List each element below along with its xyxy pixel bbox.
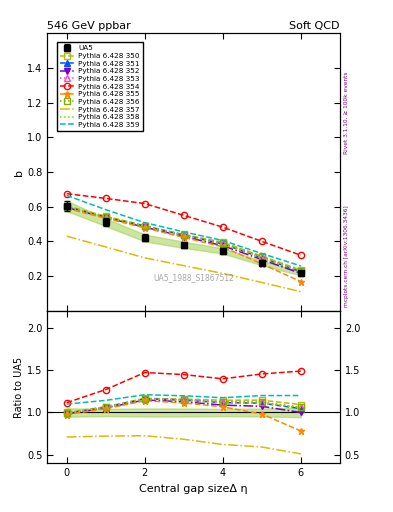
Line: Pythia 6.428 359: Pythia 6.428 359 bbox=[67, 196, 301, 266]
Pythia 6.428 359 bbox=[103, 206, 108, 212]
Pythia 6.428 356 bbox=[142, 223, 147, 229]
Pythia 6.428 358 bbox=[220, 241, 225, 247]
Pythia 6.428 350 bbox=[64, 203, 69, 209]
Line: Pythia 6.428 354: Pythia 6.428 354 bbox=[64, 190, 304, 259]
Pythia 6.428 359 bbox=[259, 250, 264, 257]
Pythia 6.428 358 bbox=[64, 204, 69, 210]
Pythia 6.428 355 bbox=[182, 234, 186, 241]
Pythia 6.428 355 bbox=[142, 225, 147, 231]
Line: Pythia 6.428 351: Pythia 6.428 351 bbox=[64, 204, 304, 275]
Pythia 6.428 353 bbox=[142, 223, 147, 229]
Pythia 6.428 357 bbox=[103, 244, 108, 250]
Text: UA5_1988_S1867512: UA5_1988_S1867512 bbox=[153, 273, 234, 282]
Pythia 6.428 350 bbox=[299, 267, 303, 273]
Y-axis label: b: b bbox=[14, 168, 24, 176]
Text: Rivet 3.1.10, ≥ 100k events: Rivet 3.1.10, ≥ 100k events bbox=[344, 71, 349, 154]
Pythia 6.428 353 bbox=[220, 241, 225, 247]
Pythia 6.428 359 bbox=[299, 263, 303, 269]
Pythia 6.428 358 bbox=[259, 255, 264, 261]
Pythia 6.428 352 bbox=[64, 204, 69, 210]
Pythia 6.428 352 bbox=[182, 233, 186, 240]
Pythia 6.428 357 bbox=[299, 289, 303, 295]
Pythia 6.428 356 bbox=[259, 254, 264, 261]
Pythia 6.428 354 bbox=[299, 252, 303, 259]
Text: 546 GeV ppbar: 546 GeV ppbar bbox=[47, 21, 131, 31]
Line: Pythia 6.428 353: Pythia 6.428 353 bbox=[64, 204, 304, 274]
Pythia 6.428 353 bbox=[299, 268, 303, 274]
Pythia 6.428 354 bbox=[182, 212, 186, 219]
Pythia 6.428 350 bbox=[142, 223, 147, 229]
Pythia 6.428 354 bbox=[259, 238, 264, 244]
Line: Pythia 6.428 358: Pythia 6.428 358 bbox=[67, 207, 301, 271]
Pythia 6.428 355 bbox=[220, 244, 225, 250]
Pythia 6.428 350 bbox=[220, 239, 225, 245]
Pythia 6.428 359 bbox=[220, 238, 225, 244]
Pythia 6.428 354 bbox=[142, 201, 147, 207]
Pythia 6.428 355 bbox=[64, 205, 69, 211]
Line: Pythia 6.428 355: Pythia 6.428 355 bbox=[64, 205, 304, 285]
Pythia 6.428 359 bbox=[64, 193, 69, 199]
Pythia 6.428 358 bbox=[299, 268, 303, 274]
Pythia 6.428 354 bbox=[64, 190, 69, 197]
Pythia 6.428 357 bbox=[220, 270, 225, 276]
Pythia 6.428 351 bbox=[299, 269, 303, 275]
Pythia 6.428 357 bbox=[64, 233, 69, 239]
X-axis label: Central gap sizeΔ η: Central gap sizeΔ η bbox=[139, 484, 248, 494]
Y-axis label: Ratio to UA5: Ratio to UA5 bbox=[14, 356, 24, 418]
Pythia 6.428 353 bbox=[182, 232, 186, 238]
Pythia 6.428 354 bbox=[220, 224, 225, 230]
Pythia 6.428 355 bbox=[259, 261, 264, 267]
Line: Pythia 6.428 350: Pythia 6.428 350 bbox=[64, 203, 304, 273]
Pythia 6.428 356 bbox=[220, 241, 225, 247]
Pythia 6.428 356 bbox=[182, 232, 186, 238]
Pythia 6.428 352 bbox=[259, 257, 264, 263]
Pythia 6.428 350 bbox=[103, 213, 108, 219]
Pythia 6.428 351 bbox=[64, 204, 69, 210]
Pythia 6.428 359 bbox=[182, 229, 186, 235]
Pythia 6.428 358 bbox=[142, 223, 147, 229]
Pythia 6.428 357 bbox=[182, 263, 186, 269]
Pythia 6.428 351 bbox=[259, 255, 264, 261]
Pythia 6.428 351 bbox=[103, 214, 108, 220]
Pythia 6.428 356 bbox=[103, 214, 108, 220]
Text: mcplots.cern.ch [arXiv:1306.3436]: mcplots.cern.ch [arXiv:1306.3436] bbox=[344, 205, 349, 307]
Pythia 6.428 358 bbox=[103, 214, 108, 220]
Pythia 6.428 353 bbox=[64, 204, 69, 210]
Pythia 6.428 352 bbox=[103, 215, 108, 221]
Pythia 6.428 352 bbox=[220, 243, 225, 249]
Pythia 6.428 352 bbox=[142, 224, 147, 230]
Pythia 6.428 354 bbox=[103, 195, 108, 201]
Pythia 6.428 353 bbox=[259, 254, 264, 261]
Pythia 6.428 351 bbox=[220, 241, 225, 247]
Pythia 6.428 356 bbox=[64, 204, 69, 210]
Text: Soft QCD: Soft QCD bbox=[290, 21, 340, 31]
Pythia 6.428 357 bbox=[259, 280, 264, 286]
Line: Pythia 6.428 352: Pythia 6.428 352 bbox=[64, 204, 304, 276]
Pythia 6.428 357 bbox=[142, 255, 147, 261]
Pythia 6.428 353 bbox=[103, 214, 108, 220]
Pythia 6.428 352 bbox=[299, 270, 303, 276]
Pythia 6.428 351 bbox=[182, 232, 186, 239]
Line: Pythia 6.428 357: Pythia 6.428 357 bbox=[67, 236, 301, 292]
Pythia 6.428 351 bbox=[142, 223, 147, 229]
Legend: UA5, Pythia 6.428 350, Pythia 6.428 351, Pythia 6.428 352, Pythia 6.428 353, Pyt: UA5, Pythia 6.428 350, Pythia 6.428 351,… bbox=[57, 42, 143, 131]
Pythia 6.428 355 bbox=[103, 215, 108, 221]
Pythia 6.428 350 bbox=[182, 231, 186, 238]
Line: Pythia 6.428 356: Pythia 6.428 356 bbox=[64, 204, 304, 274]
Pythia 6.428 356 bbox=[299, 268, 303, 274]
Pythia 6.428 355 bbox=[299, 279, 303, 285]
Pythia 6.428 359 bbox=[142, 220, 147, 226]
Pythia 6.428 358 bbox=[182, 232, 186, 239]
Pythia 6.428 350 bbox=[259, 253, 264, 259]
